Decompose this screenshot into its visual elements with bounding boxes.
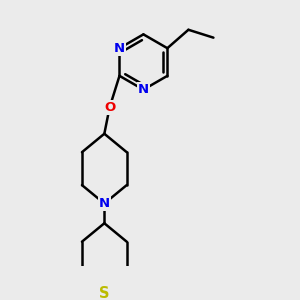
Text: N: N xyxy=(99,197,110,210)
Text: N: N xyxy=(114,42,125,55)
Text: O: O xyxy=(104,101,115,114)
Text: S: S xyxy=(99,286,110,300)
Text: N: N xyxy=(138,83,149,96)
